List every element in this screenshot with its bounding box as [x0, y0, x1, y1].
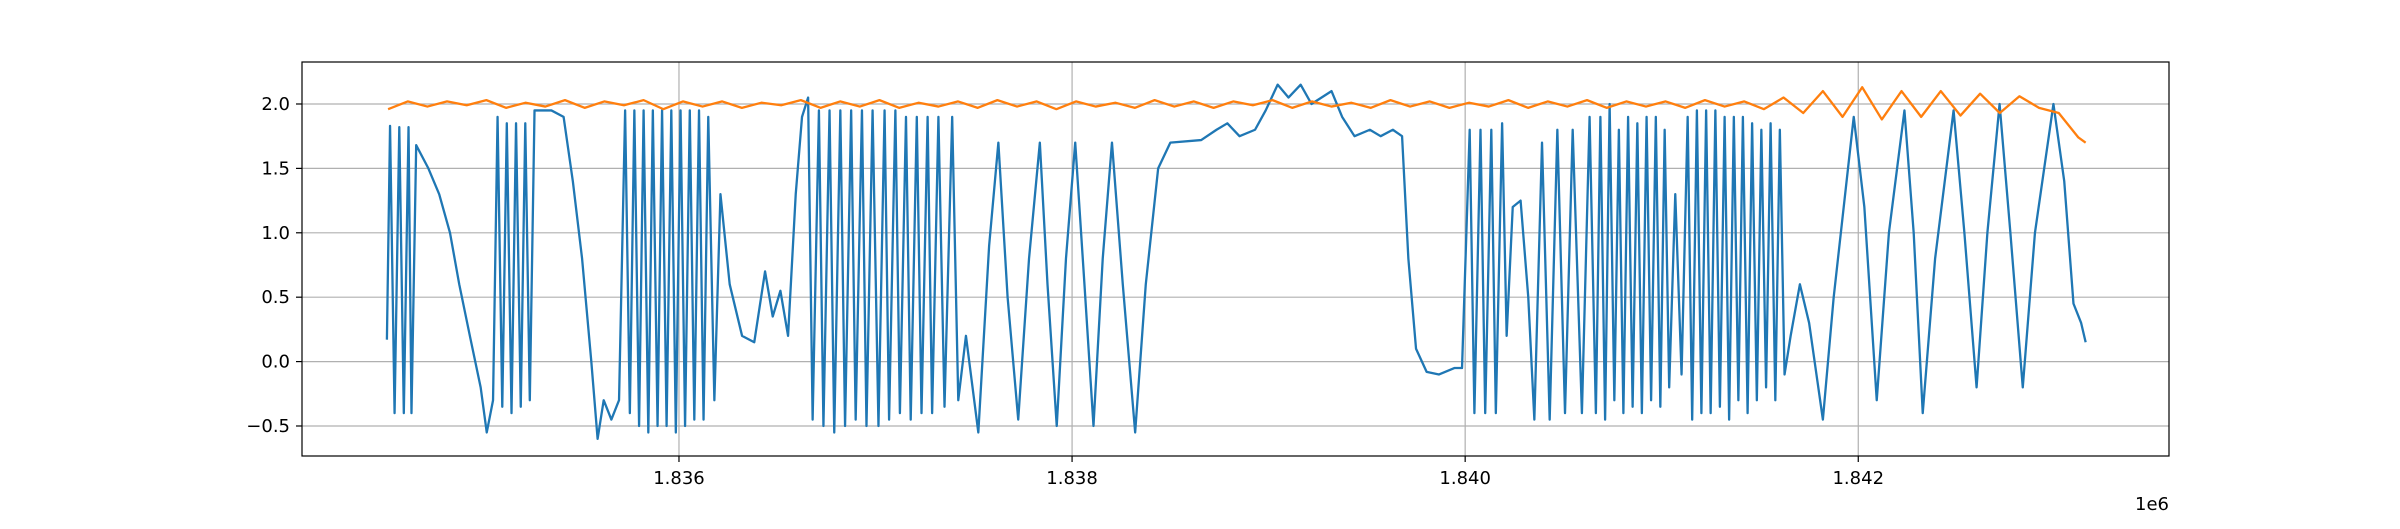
data-line [387, 86, 2087, 144]
y-tick-label: 0.0 [261, 352, 290, 373]
y-tick-label: 1.5 [261, 158, 290, 179]
y-tick-label: −0.5 [246, 416, 290, 437]
x-tick-label: 1.840 [1439, 468, 1491, 489]
data-line [385, 83, 2087, 441]
x-offset-text: 1e6 [2135, 494, 2169, 515]
y-tick-label: 1.0 [261, 223, 290, 244]
x-tick-label: 1.836 [653, 468, 705, 489]
y-tick-label: 2.0 [261, 94, 290, 115]
plot-frame [301, 61, 2170, 457]
x-tick-label: 1.838 [1046, 468, 1098, 489]
y-tick-label: 0.5 [261, 287, 290, 308]
x-tick-label: 1.842 [1832, 468, 1884, 489]
